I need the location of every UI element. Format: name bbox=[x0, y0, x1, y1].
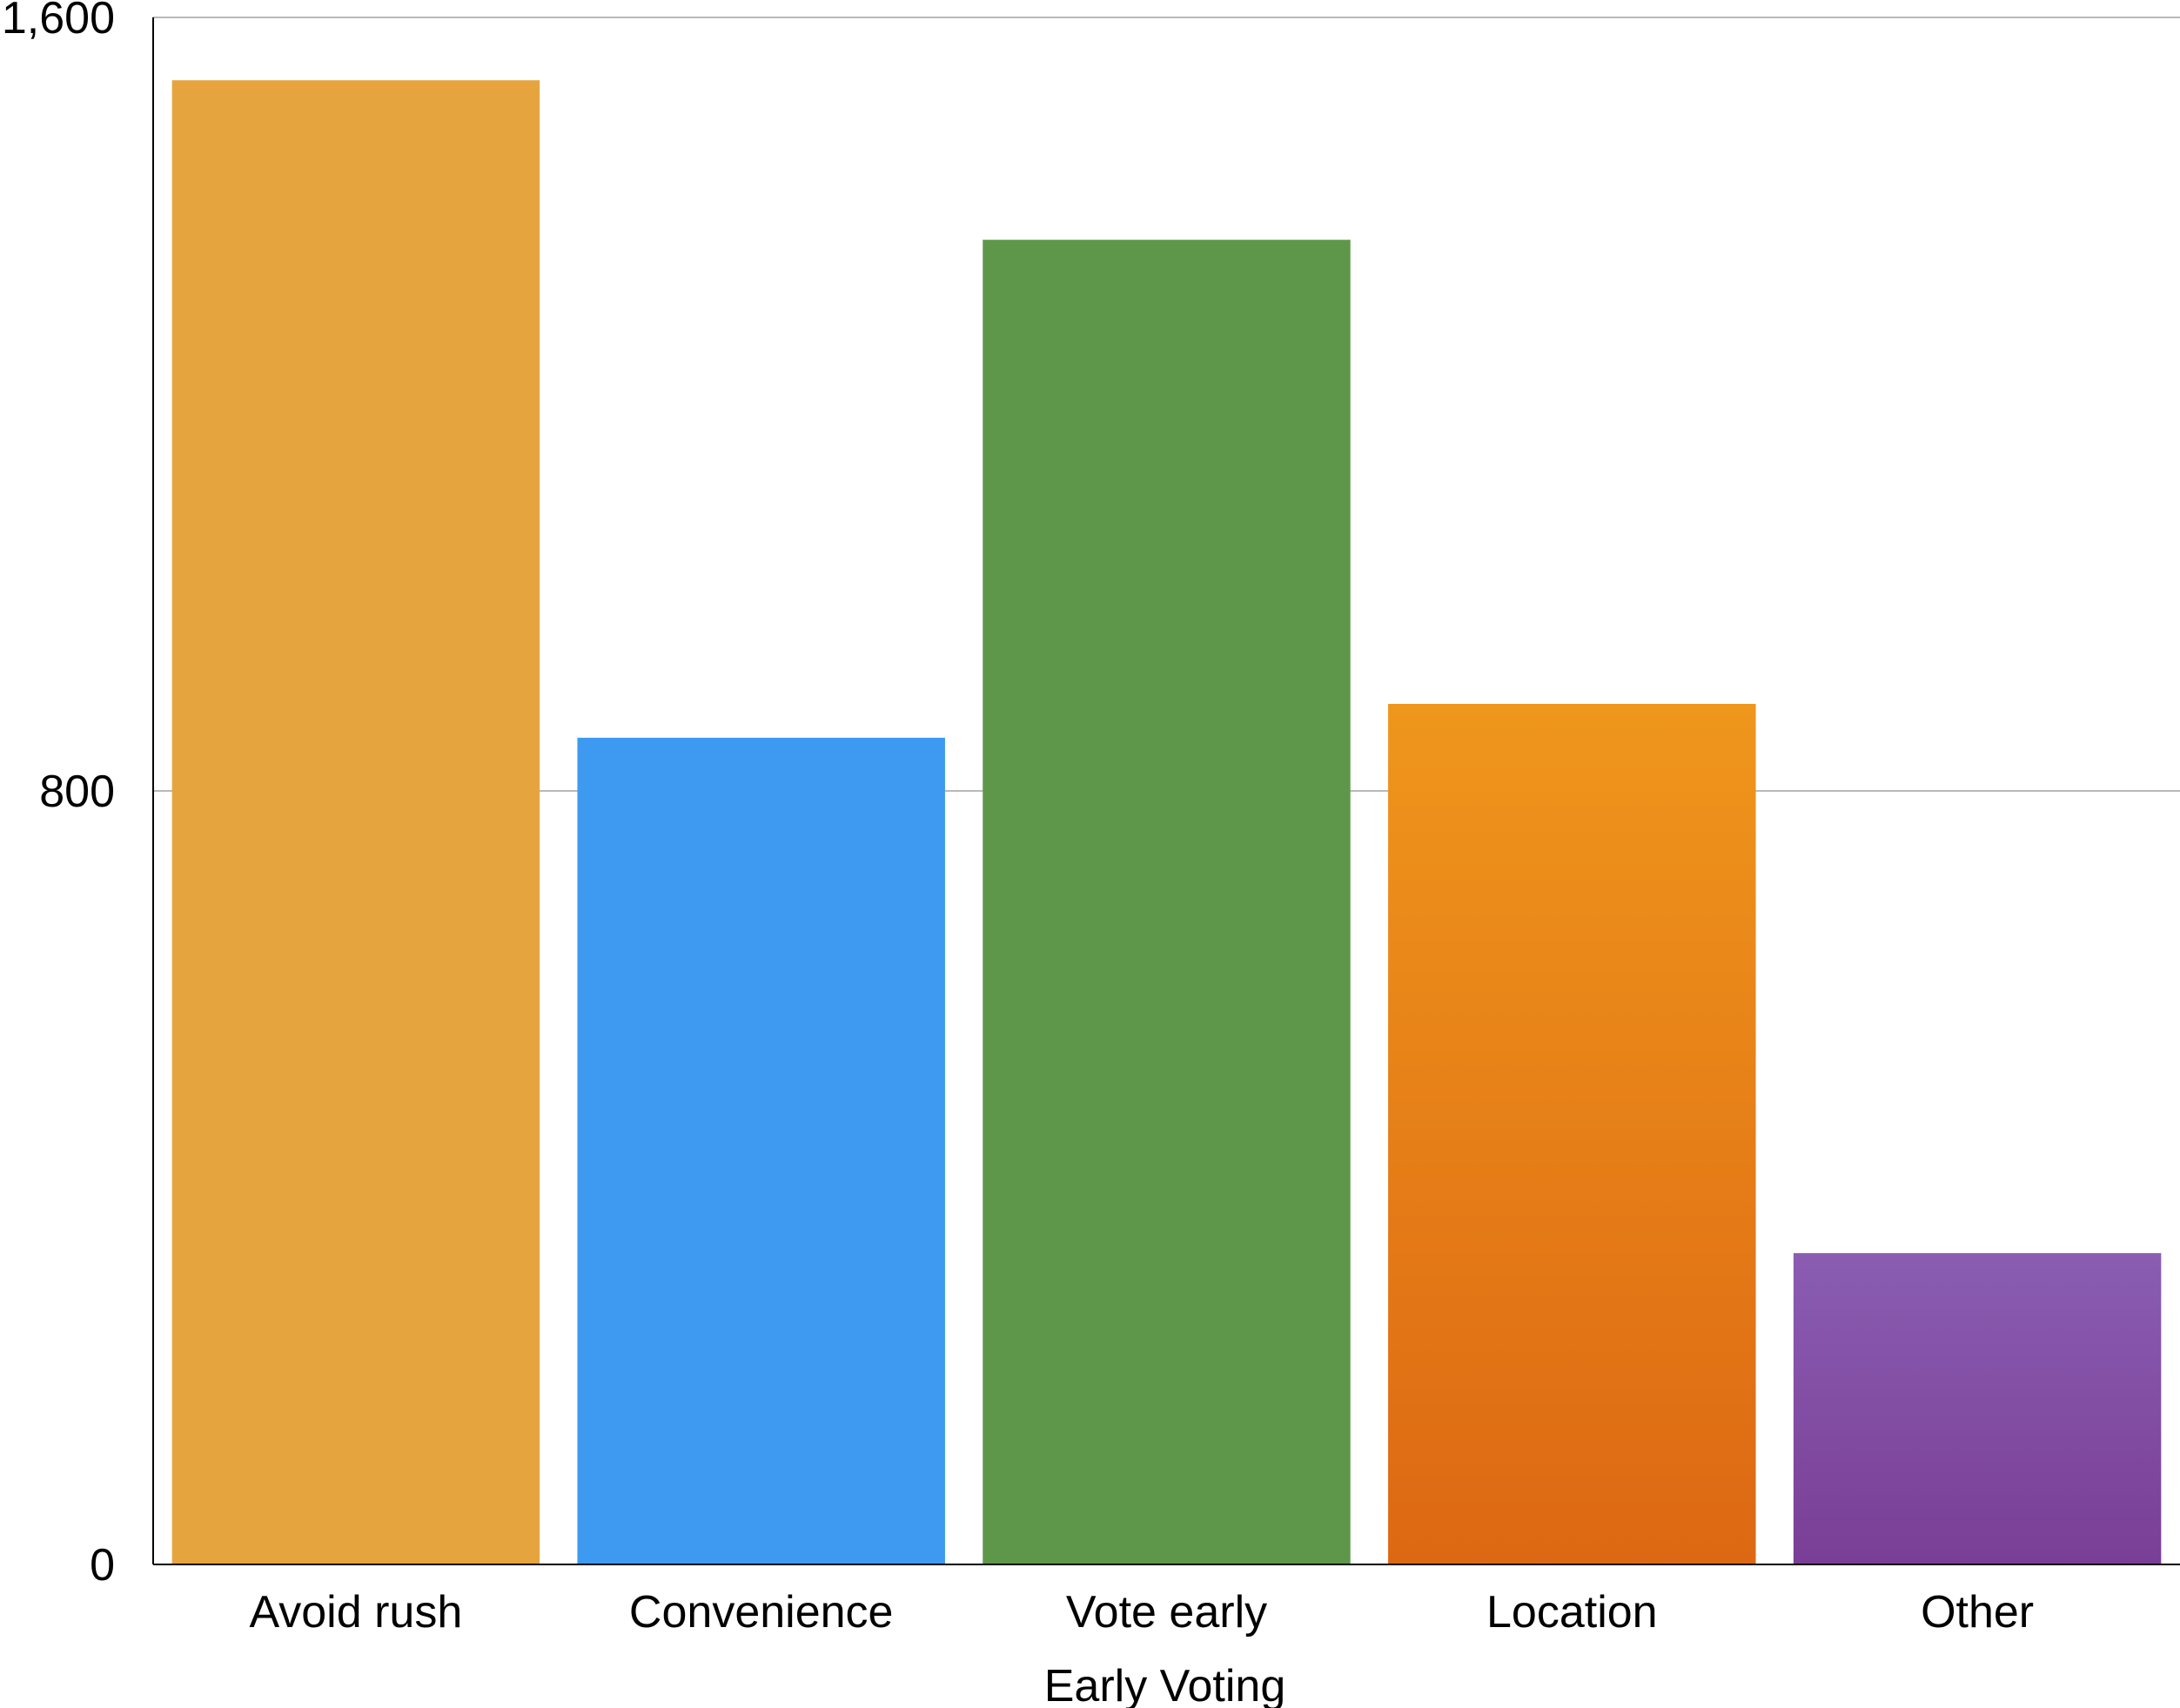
bar-other bbox=[1793, 1253, 2162, 1564]
bar-convenience bbox=[577, 737, 945, 1564]
bar-avoid-rush bbox=[171, 80, 540, 1564]
category-label: Location bbox=[1486, 1587, 1658, 1638]
bars bbox=[171, 80, 2162, 1564]
x-axis-title: Early Voting bbox=[1044, 1661, 1286, 1708]
category-label: Other bbox=[1921, 1587, 2034, 1638]
y-tick-labels: 0 800 1,600 bbox=[2, 0, 115, 1591]
category-label: Convenience bbox=[629, 1587, 894, 1638]
category-label: Avoid rush bbox=[250, 1587, 463, 1638]
y-tick-label: 800 bbox=[39, 767, 115, 817]
bar-location bbox=[1388, 703, 1756, 1564]
category-label: Vote early bbox=[1066, 1587, 1267, 1638]
y-tick-label: 0 bbox=[90, 1540, 115, 1591]
axes bbox=[152, 17, 2180, 1565]
bar-vote-early bbox=[983, 239, 1351, 1564]
category-labels: Avoid rush Convenience Vote early Location O… bbox=[250, 1587, 2035, 1638]
y-tick-label: 1,600 bbox=[2, 0, 115, 44]
